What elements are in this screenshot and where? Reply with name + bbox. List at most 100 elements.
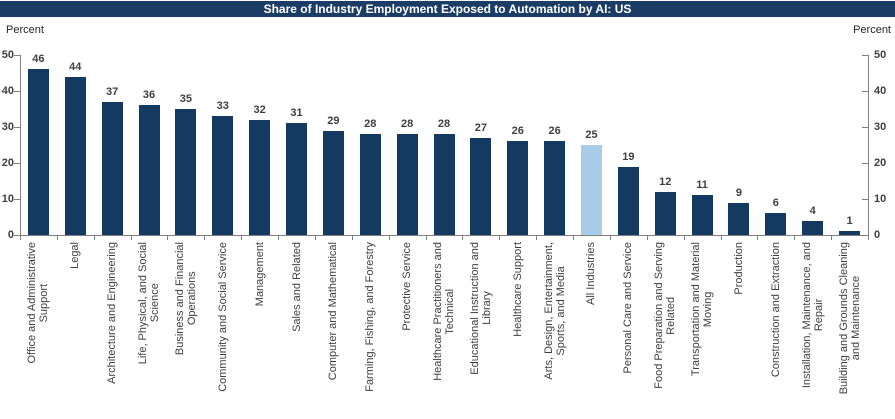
bar [433, 134, 455, 235]
x-axis-tick [499, 236, 501, 240]
value-label: 11 [696, 179, 708, 192]
x-axis-tick [757, 236, 759, 240]
value-label: 6 [772, 197, 779, 210]
category-cell: Sales and Related [278, 242, 315, 419]
value-label: 12 [659, 175, 672, 188]
x-axis-tick [536, 236, 538, 240]
y-axis-right-tick-label: 40 [874, 85, 887, 97]
x-axis-tick [425, 236, 427, 240]
y-axis-left-tick [14, 55, 20, 56]
category-cell: Food Preparation and Serving Related [647, 242, 684, 419]
bar [728, 202, 750, 235]
bar [691, 195, 713, 235]
category-cell: Healthcare Practitioners and Technical [426, 242, 463, 419]
y-axis-left-tick-label: 0 [7, 229, 14, 241]
category-label: Legal [69, 242, 82, 269]
category-cell: Production [721, 242, 758, 419]
category-cell: Business and Financial Operations [167, 242, 204, 419]
y-axis-right-tick-label: 50 [874, 49, 887, 61]
bar [212, 116, 234, 235]
bar [138, 105, 160, 235]
bar [27, 69, 49, 235]
y-axis-right-tick [862, 91, 868, 92]
category-cell: Construction and Extraction [757, 242, 794, 419]
value-label: 1 [846, 215, 853, 228]
value-label: 46 [32, 53, 45, 66]
value-label: 27 [474, 121, 487, 134]
value-label: 44 [69, 60, 82, 73]
y-axis-right-tick [862, 235, 868, 236]
category-label: Architecture and Engineering [106, 242, 119, 384]
value-label: 19 [622, 150, 635, 163]
category-label: All Industries [585, 242, 598, 305]
x-axis-tick [314, 236, 316, 240]
x-axis-line [20, 235, 869, 236]
bar [64, 76, 86, 235]
x-axis-tick [241, 236, 243, 240]
category-cell: Architecture and Engineering [94, 242, 131, 419]
category-cell: Farming, Fishing, and Forestry [352, 242, 389, 419]
x-axis-tick [794, 236, 796, 240]
value-label: 31 [290, 107, 303, 120]
y-axis-right-tick [862, 163, 868, 164]
category-cell: Office and Administrative Support [20, 242, 57, 419]
category-cell: Protective Service [389, 242, 426, 419]
category-label: Business and Financial Operations [173, 242, 198, 356]
bar [286, 123, 308, 235]
y-axis-left-tick [14, 91, 20, 92]
bar [396, 134, 418, 235]
category-cell: All Industries [573, 242, 610, 419]
x-axis-tick [20, 236, 21, 240]
bar [839, 231, 861, 235]
category-cell: Personal Care and Service [610, 242, 647, 419]
y-axis-left-tick-label: 50 [1, 49, 14, 61]
y-axis-right-tick [862, 55, 868, 56]
value-label: 35 [179, 93, 193, 105]
category-label: Community and Social Service [216, 242, 229, 392]
category-cell: Healthcare Support [499, 242, 536, 419]
value-label: 32 [253, 103, 266, 116]
value-label: 36 [142, 89, 156, 102]
category-cell: Legal [57, 242, 94, 419]
category-label: Construction and Extraction [769, 242, 782, 378]
x-axis-tick [278, 236, 280, 240]
y-axis-right-tick-label: 10 [874, 193, 887, 205]
y-axis-left-tick-label: 40 [1, 85, 14, 97]
y-axis-left-title: Percent [6, 24, 44, 36]
category-label: Food Preparation and Serving Related [653, 242, 678, 389]
bar [470, 137, 492, 235]
category-label: Transportation and Material Moving [690, 242, 715, 377]
bar [507, 141, 529, 235]
value-label: 28 [401, 118, 414, 131]
category-label: Healthcare Practitioners and Technical [431, 242, 456, 381]
bar [322, 130, 344, 235]
y-axis-left-tick-label: 10 [1, 193, 14, 205]
category-cell: Installation, Maintenance, and Repair [794, 242, 831, 419]
y-axis-right-tick-label: 20 [874, 157, 887, 169]
category-label: Installation, Maintenance, and Repair [800, 242, 825, 389]
category-label: Protective Service [401, 242, 414, 331]
bar [802, 220, 824, 235]
bar [544, 141, 566, 235]
value-label: 29 [327, 114, 340, 127]
category-label: Production [732, 242, 745, 295]
category-cell: Management [241, 242, 278, 419]
y-axis-right-tick-label: 30 [874, 121, 887, 133]
y-axis-left-tick-label: 30 [1, 121, 14, 133]
chart-title: Share of Industry Employment Exposed to … [0, 1, 895, 17]
category-cell: Building and Grounds Cleaning and Mainte… [831, 242, 868, 419]
x-axis-tick [93, 236, 95, 240]
x-axis-tick [683, 236, 685, 240]
x-axis-tick [573, 236, 575, 240]
x-axis-tick [831, 236, 833, 240]
x-axis-tick [130, 236, 132, 240]
y-axis-left-tick [14, 235, 20, 236]
category-label: Sales and Related [290, 242, 303, 332]
x-axis-tick [462, 236, 464, 240]
value-label: 28 [437, 118, 451, 131]
x-axis-tick [720, 236, 722, 240]
bar [101, 101, 123, 235]
x-axis-tick [56, 236, 58, 240]
value-label: 28 [364, 118, 377, 131]
y-axis-right-tick [862, 199, 868, 200]
